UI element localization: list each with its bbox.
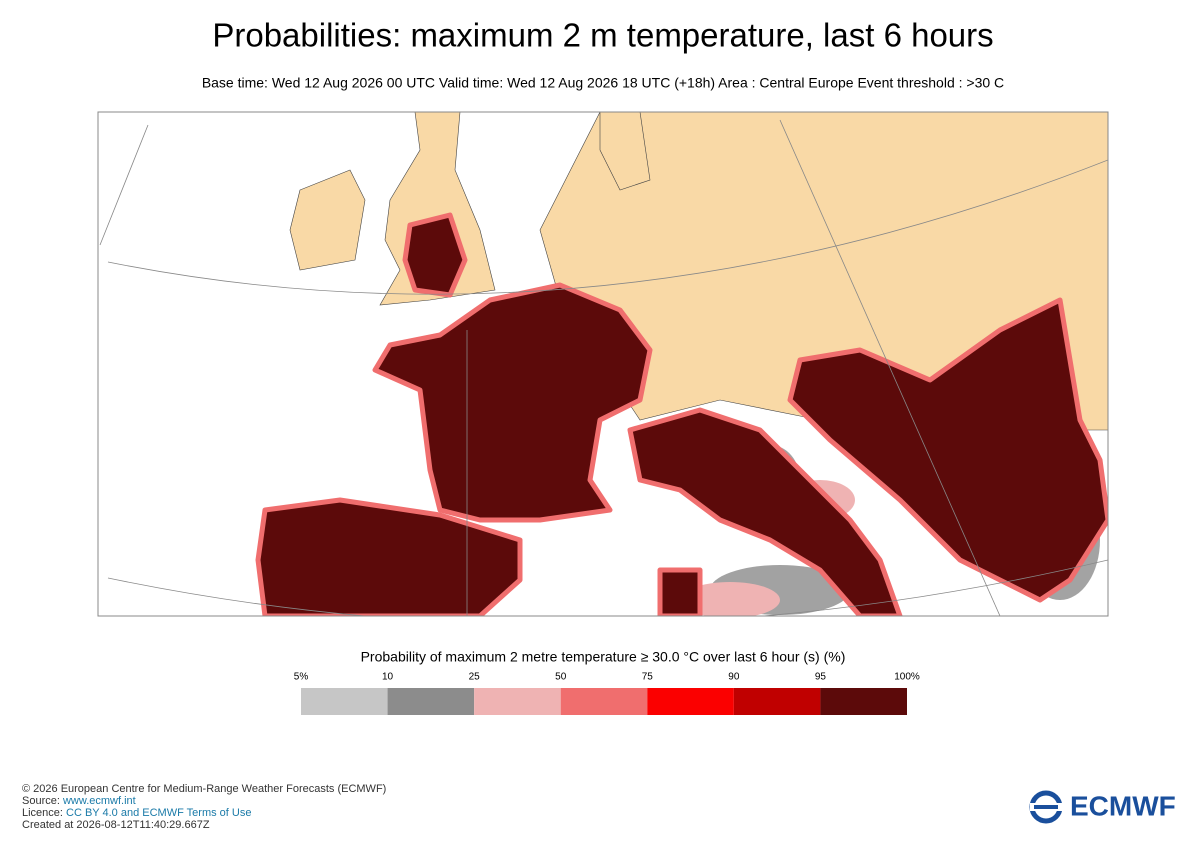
map [97, 111, 1109, 617]
legend-swatch [387, 688, 475, 715]
legend-label: 5% [294, 672, 309, 683]
footer-line: Licence: CC BY 4.0 and ECMWF Terms of Us… [22, 807, 251, 819]
footer-line: Created at 2026-08-12T11:40:29.667Z [22, 819, 210, 831]
footer-link[interactable]: www.ecmwf.int [62, 795, 136, 807]
footer-line: © 2026 European Centre for Medium-Range … [22, 783, 386, 795]
legend-label: 75 [642, 672, 654, 683]
footer-line: Source: www.ecmwf.int [22, 795, 136, 807]
footer-link[interactable]: CC BY 4.0 and ECMWF Terms of Use [66, 807, 251, 819]
legend-swatch [474, 688, 561, 715]
legend-swatch [733, 688, 821, 715]
legend-label: 95 [815, 672, 827, 683]
subtitle: Base time: Wed 12 Aug 2026 00 UTC Valid … [202, 75, 1004, 91]
map-frame [97, 111, 1109, 617]
legend: 5% 10 25 50 75 90 95 100% [294, 672, 920, 715]
graticule [99, 119, 1108, 616]
legend-label: 25 [469, 672, 481, 683]
logo-text: ECMWF [1070, 790, 1176, 821]
legend-swatch [301, 688, 388, 715]
legend-swatch [820, 688, 907, 715]
legend-title: Probability of maximum 2 metre temperatu… [361, 649, 846, 665]
title: Probabilities: maximum 2 m temperature, … [212, 17, 993, 54]
probability-areas [255, 212, 1108, 616]
legend-label: 100% [894, 672, 920, 683]
legend-label: 10 [382, 672, 394, 683]
legend-label: 50 [555, 672, 567, 683]
footer: © 2026 European Centre for Medium-Range … [22, 783, 386, 831]
footer-text: Source: [22, 795, 63, 807]
legend-swatch [647, 688, 734, 715]
footer-text: Licence: [22, 807, 66, 819]
legend-label: 90 [728, 672, 740, 683]
legend-swatch [560, 688, 648, 715]
logo: ECMWF [1029, 790, 1176, 824]
